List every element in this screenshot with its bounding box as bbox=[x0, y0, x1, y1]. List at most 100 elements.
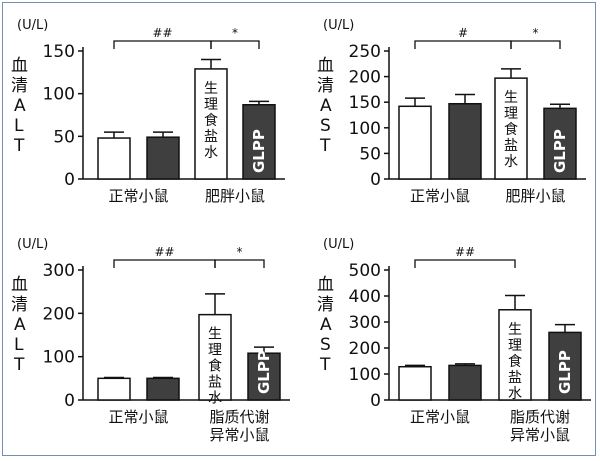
group-label-line: 正常小鼠 bbox=[108, 187, 168, 205]
y-axis-title-char: A bbox=[14, 96, 26, 116]
group-label-2: 脂质代谢异常小鼠 bbox=[510, 408, 570, 444]
bar-label-glpp: GLPP bbox=[551, 129, 569, 173]
y-tick-label: 150 bbox=[349, 93, 381, 113]
bar-label-glpp: GLPP bbox=[255, 350, 273, 394]
y-tick-label: 50 bbox=[359, 144, 381, 164]
significance-mark: * bbox=[533, 26, 539, 40]
bar-4 bbox=[247, 352, 281, 401]
panel-4: (U/L) 血清 A S T 0 100 200 300 400 500 生理食盐水 GLPP 正常小鼠 脂… bbox=[317, 237, 591, 444]
group-label-line: 肥胖小鼠 bbox=[205, 187, 265, 205]
bar-label-saline: 生理食盐水 bbox=[204, 81, 218, 161]
bar-label-char: 理 bbox=[504, 106, 518, 122]
significance-bracket bbox=[113, 40, 212, 49]
bar-label-glpp: GLPP bbox=[250, 129, 268, 173]
bar-label-saline: 生理食盐水 bbox=[504, 90, 518, 170]
y-axis-title-char: A bbox=[320, 96, 332, 116]
significance-bracket bbox=[214, 259, 265, 268]
panel-3: (U/L) 血清 A L T 0 100 200 300 生理食盐水 GLPP 正常小鼠 脂质代谢异常小… bbox=[11, 237, 290, 444]
bar-label-char: 食 bbox=[208, 358, 222, 375]
bar-label-glpp: GLPP bbox=[556, 350, 574, 394]
bar-1 bbox=[97, 377, 131, 401]
bar-label-saline: 生理食盐水 bbox=[508, 322, 522, 402]
y-tick-label: 300 bbox=[349, 313, 381, 333]
bar-label-char: 食 bbox=[504, 121, 518, 138]
y-tick-label: 100 bbox=[43, 85, 75, 105]
group-label-line: 脂质代谢 bbox=[209, 408, 269, 426]
unit-label: (U/L) bbox=[323, 237, 354, 252]
y-axis-title: 血清 A L T bbox=[11, 56, 28, 156]
group-label-2: 肥胖小鼠 bbox=[505, 187, 565, 205]
panel-1: (U/L) 血清 A L T 0 50 100 150 生理食盐水 GLPP 正常小鼠 肥胖小鼠 ## * bbox=[11, 18, 285, 205]
y-axis-title-char: T bbox=[13, 136, 25, 156]
group-label-line: 肥胖小鼠 bbox=[505, 187, 565, 205]
significance-mark: ## bbox=[154, 245, 174, 259]
panel-2: (U/L) 血清 A S T 0 50 100 150 200 250 生理食盐水 GLPP 正常小鼠 肥胖… bbox=[317, 18, 586, 205]
group-label-line: 正常小鼠 bbox=[410, 187, 470, 205]
y-axis-title-char: L bbox=[14, 335, 24, 355]
unit-label: (U/L) bbox=[17, 237, 48, 252]
y-tick-label: 250 bbox=[349, 42, 381, 62]
bar-2 bbox=[448, 364, 482, 401]
significance-mark: ## bbox=[455, 245, 475, 259]
y-axis-title: 血清 A S T bbox=[317, 275, 334, 375]
y-tick-label: 0 bbox=[370, 391, 381, 411]
y-axis-title-char: T bbox=[319, 355, 331, 375]
bar-label-char: 理 bbox=[204, 97, 218, 113]
significance-bracket bbox=[414, 259, 516, 268]
y-tick-label: 0 bbox=[64, 170, 75, 190]
y-axis-title-char: 清 bbox=[317, 76, 334, 96]
group-label-1: 正常小鼠 bbox=[410, 408, 470, 426]
y-axis-title: 血清 A L T bbox=[11, 275, 28, 375]
bar-3 bbox=[498, 309, 532, 401]
group-label-line: 正常小鼠 bbox=[410, 408, 470, 426]
y-tick-label: 100 bbox=[349, 119, 381, 139]
group-label-1: 正常小鼠 bbox=[410, 187, 470, 205]
y-axis-title-char: 血 bbox=[11, 275, 28, 295]
bar-label-char: 食 bbox=[204, 112, 218, 129]
group-label-1: 正常小鼠 bbox=[108, 408, 168, 426]
bar-label-char: 盐 bbox=[204, 129, 218, 145]
group-label-2: 肥胖小鼠 bbox=[205, 187, 265, 205]
y-tick-label: 50 bbox=[53, 127, 75, 147]
figure-frame: (U/L) 血清 A L T 0 50 100 150 生理食盐水 GLPP 正常小鼠 肥胖小鼠 ## *(… bbox=[2, 2, 596, 456]
bar-label-char: 生 bbox=[208, 327, 222, 343]
y-tick-label: 200 bbox=[349, 339, 381, 359]
bar-1 bbox=[398, 105, 432, 180]
significance-bracket bbox=[414, 40, 512, 49]
y-tick-label: 100 bbox=[43, 348, 75, 368]
bar-label-char: 盐 bbox=[508, 370, 522, 386]
bar-1 bbox=[97, 137, 131, 180]
unit-label: (U/L) bbox=[17, 18, 48, 33]
bar-label-char: 水 bbox=[504, 154, 518, 170]
significance-mark: * bbox=[237, 245, 243, 259]
bar-label-char: 水 bbox=[208, 391, 222, 407]
y-axis-title-char: L bbox=[14, 116, 24, 136]
y-axis-title-char: A bbox=[320, 315, 332, 335]
unit-label: (U/L) bbox=[323, 18, 354, 33]
y-axis-title-char: 清 bbox=[11, 76, 28, 96]
y-tick-label: 500 bbox=[349, 261, 381, 281]
y-axis-title-char: A bbox=[14, 315, 26, 335]
y-tick-label: 0 bbox=[64, 391, 75, 411]
group-label-line: 正常小鼠 bbox=[108, 408, 168, 426]
y-axis-title-char: 血 bbox=[317, 275, 334, 295]
bar-label-char: 生 bbox=[504, 90, 518, 106]
significance-mark: * bbox=[232, 26, 238, 40]
y-axis-title-char: T bbox=[319, 136, 331, 156]
group-label-2: 脂质代谢异常小鼠 bbox=[209, 408, 269, 444]
group-label-1: 正常小鼠 bbox=[108, 187, 168, 205]
y-axis-title-char: T bbox=[13, 355, 25, 375]
y-tick-label: 100 bbox=[349, 365, 381, 385]
bar-label-char: 生 bbox=[508, 322, 522, 338]
bar-label-char: 盐 bbox=[504, 138, 518, 154]
group-label-line: 异常小鼠 bbox=[510, 426, 570, 444]
y-axis-title-char: 清 bbox=[317, 295, 334, 315]
bar-2 bbox=[146, 377, 180, 401]
y-tick-label: 150 bbox=[43, 42, 75, 62]
y-tick-label: 300 bbox=[43, 261, 75, 281]
y-axis-title-char: 血 bbox=[317, 56, 334, 76]
bar-label-char: 食 bbox=[508, 353, 522, 370]
bar-label-char: 水 bbox=[508, 386, 522, 402]
y-tick-label: 400 bbox=[349, 287, 381, 307]
